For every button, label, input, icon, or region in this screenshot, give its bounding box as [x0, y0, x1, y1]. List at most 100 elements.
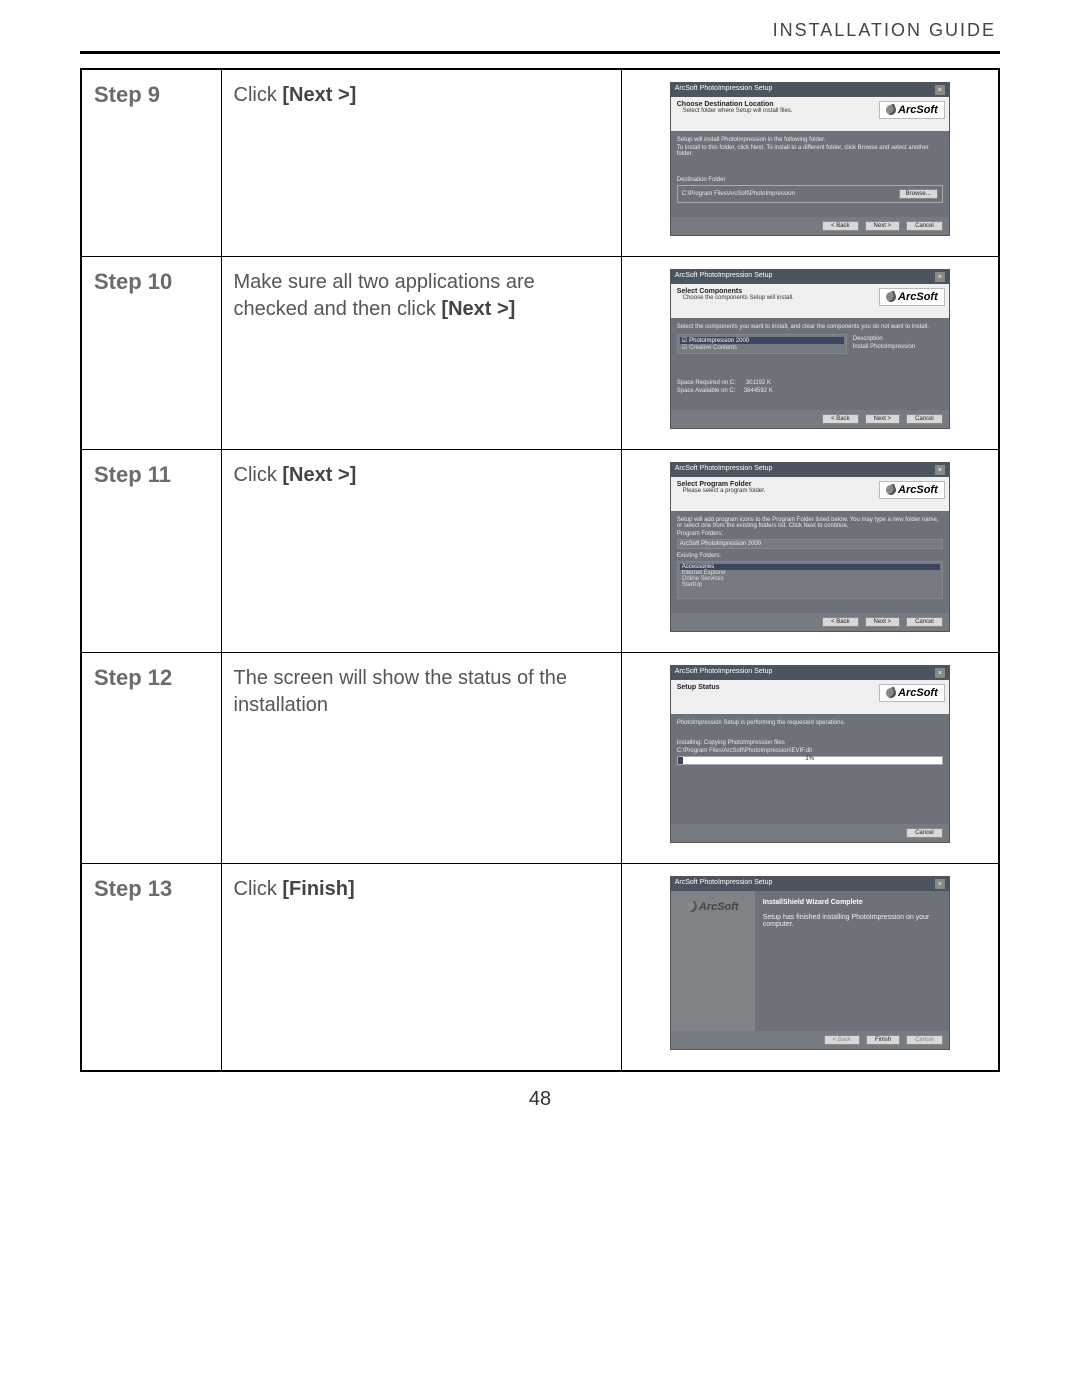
components-box: PhotoImpression 2000 Creative Contents D…: [677, 334, 943, 354]
step-screenshot: ArcSoft PhotoImpression Setup × Select C…: [621, 257, 999, 450]
next-button[interactable]: Next >: [865, 617, 901, 627]
dialog-header: Choose Destination Location Select folde…: [671, 97, 949, 131]
component-item[interactable]: PhotoImpression 2000: [680, 337, 844, 344]
step-row: Step 13 Click [Finish] ArcSoft PhotoImpr…: [81, 864, 999, 1072]
step-row: Step 9 Click [Next >] ArcSoft PhotoImpre…: [81, 69, 999, 257]
close-icon[interactable]: ×: [935, 879, 945, 889]
step-instruction: Click [Finish]: [221, 864, 621, 1072]
step-instruction: Click [Next >]: [221, 450, 621, 653]
installer-dialog: ArcSoft PhotoImpression Setup × Setup St…: [670, 665, 950, 843]
step-instruction: Click [Next >]: [221, 69, 621, 257]
step-screenshot: ArcSoft PhotoImpression Setup × ArcSoft …: [621, 864, 999, 1072]
close-icon[interactable]: ×: [935, 85, 945, 95]
close-icon[interactable]: ×: [935, 272, 945, 282]
program-folder-input[interactable]: ArcSoft PhotoImpression 2000: [677, 539, 943, 549]
dialog-button-row: < Back Finish Cancel: [671, 1031, 949, 1049]
installer-dialog: ArcSoft PhotoImpression Setup × Choose D…: [670, 82, 950, 236]
finish-panel: ArcSoft InstallShield Wizard Complete Se…: [671, 891, 949, 1031]
arcsoft-logo: ArcSoft: [879, 101, 945, 119]
steps-table: Step 9 Click [Next >] ArcSoft PhotoImpre…: [80, 68, 1000, 1072]
step-row: Step 12 The screen will show the status …: [81, 653, 999, 864]
step-instruction: The screen will show the status of the i…: [221, 653, 621, 864]
instr-text: Click: [234, 464, 283, 486]
body-text: Select the components you want to instal…: [677, 324, 943, 330]
installer-dialog: ArcSoft PhotoImpression Setup × ArcSoft …: [670, 876, 950, 1050]
dialog-title-text: ArcSoft PhotoImpression Setup: [675, 879, 773, 889]
dialog-body: Setup will add program icons to the Prog…: [671, 511, 949, 613]
body-text: Installing: Copying PhotoImpression file…: [677, 740, 943, 746]
space-req-val: 301192 K: [746, 380, 771, 386]
space-available: Space Available on C: 3844592 K: [677, 388, 943, 394]
cancel-button: Cancel: [906, 1035, 943, 1045]
body-text: Setup will add program icons to the Prog…: [677, 517, 943, 529]
dest-path: C:\Program Files\ArcSoft\PhotoImpression: [682, 191, 795, 197]
components-description: Description Install PhotoImpression: [853, 334, 943, 354]
installer-dialog: ArcSoft PhotoImpression Setup × Select P…: [670, 462, 950, 632]
instr-text: Click: [234, 84, 283, 106]
body-text: Setup will install PhotoImpression in th…: [677, 137, 943, 143]
dialog-body: PhotoImpression Setup is performing the …: [671, 714, 949, 824]
destination-box: C:\Program Files\ArcSoft\PhotoImpression…: [677, 185, 943, 203]
instr-bold: [Next >]: [282, 84, 356, 106]
step-instruction: Make sure all two applications are check…: [221, 257, 621, 450]
progress-percent: 1%: [678, 756, 942, 762]
instr-bold: [Next >]: [441, 298, 515, 320]
desc-text: Install PhotoImpression: [853, 344, 943, 350]
back-button: < Back: [824, 1035, 861, 1045]
arcsoft-logo: ArcSoft: [687, 901, 739, 913]
back-button[interactable]: < Back: [822, 414, 859, 424]
browse-button[interactable]: Browse...: [899, 189, 938, 199]
step-label: Step 9: [81, 69, 221, 257]
dialog-button-row: < Back Next > Cancel: [671, 613, 949, 631]
space-required: Space Required on C: 301192 K: [677, 380, 943, 386]
step-label: Step 11: [81, 450, 221, 653]
instr-bold: [Next >]: [282, 464, 356, 486]
step-label: Step 10: [81, 257, 221, 450]
finish-sidebar: ArcSoft: [671, 891, 755, 1031]
back-button[interactable]: < Back: [822, 221, 859, 231]
ef-label: Existing Folders:: [677, 553, 943, 559]
close-icon[interactable]: ×: [935, 668, 945, 678]
body-text: To install to this folder, click Next. T…: [677, 145, 943, 157]
dialog-title-text: ArcSoft PhotoImpression Setup: [675, 668, 773, 678]
dialog-body: Select the components you want to instal…: [671, 318, 949, 410]
arcsoft-logo: ArcSoft: [879, 684, 945, 702]
cancel-button[interactable]: Cancel: [906, 828, 943, 838]
dialog-titlebar: ArcSoft PhotoImpression Setup ×: [671, 877, 949, 891]
finish-msg: Setup has finished installing PhotoImpre…: [763, 914, 941, 928]
dialog-header: Setup Status ArcSoft: [671, 680, 949, 714]
finish-title: InstallShield Wizard Complete: [763, 899, 941, 906]
body-text: C:\Program Files\ArcSoft\PhotoImpression…: [677, 748, 943, 754]
cancel-button[interactable]: Cancel: [906, 221, 943, 231]
instr-text: Click: [234, 878, 283, 900]
components-list[interactable]: PhotoImpression 2000 Creative Contents: [677, 334, 847, 354]
step-screenshot: ArcSoft PhotoImpression Setup × Setup St…: [621, 653, 999, 864]
finish-button[interactable]: Finish: [866, 1035, 900, 1045]
dialog-titlebar: ArcSoft PhotoImpression Setup ×: [671, 666, 949, 680]
next-button[interactable]: Next >: [865, 414, 901, 424]
step-screenshot: ArcSoft PhotoImpression Setup × Select P…: [621, 450, 999, 653]
cancel-button[interactable]: Cancel: [906, 617, 943, 627]
component-item[interactable]: Creative Contents: [680, 344, 844, 351]
folder-item[interactable]: StartUp: [680, 582, 940, 588]
dialog-title-text: ArcSoft PhotoImpression Setup: [675, 85, 773, 95]
progress-section: Installing: Copying PhotoImpression file…: [677, 740, 943, 765]
dialog-titlebar: ArcSoft PhotoImpression Setup ×: [671, 463, 949, 477]
dialog-title-text: ArcSoft PhotoImpression Setup: [675, 465, 773, 475]
cancel-button[interactable]: Cancel: [906, 414, 943, 424]
next-button[interactable]: Next >: [865, 221, 901, 231]
desc-label: Description: [853, 336, 943, 342]
existing-folders-list[interactable]: Accessories Internet Explorer Online Ser…: [677, 561, 943, 599]
back-button[interactable]: < Back: [822, 617, 859, 627]
step-screenshot: ArcSoft PhotoImpression Setup × Choose D…: [621, 69, 999, 257]
dialog-button-row: < Back Next > Cancel: [671, 410, 949, 428]
dialog-header: Select Components Choose the components …: [671, 284, 949, 318]
dialog-body: Setup will install PhotoImpression in th…: [671, 131, 949, 217]
arcsoft-logo: ArcSoft: [879, 288, 945, 306]
arcsoft-logo: ArcSoft: [879, 481, 945, 499]
body-text: PhotoImpression Setup is performing the …: [677, 720, 943, 726]
close-icon[interactable]: ×: [935, 465, 945, 475]
space-req-label: Space Required on C:: [677, 380, 736, 386]
dialog-header: Select Program Folder Please select a pr…: [671, 477, 949, 511]
step-row: Step 10 Make sure all two applications a…: [81, 257, 999, 450]
